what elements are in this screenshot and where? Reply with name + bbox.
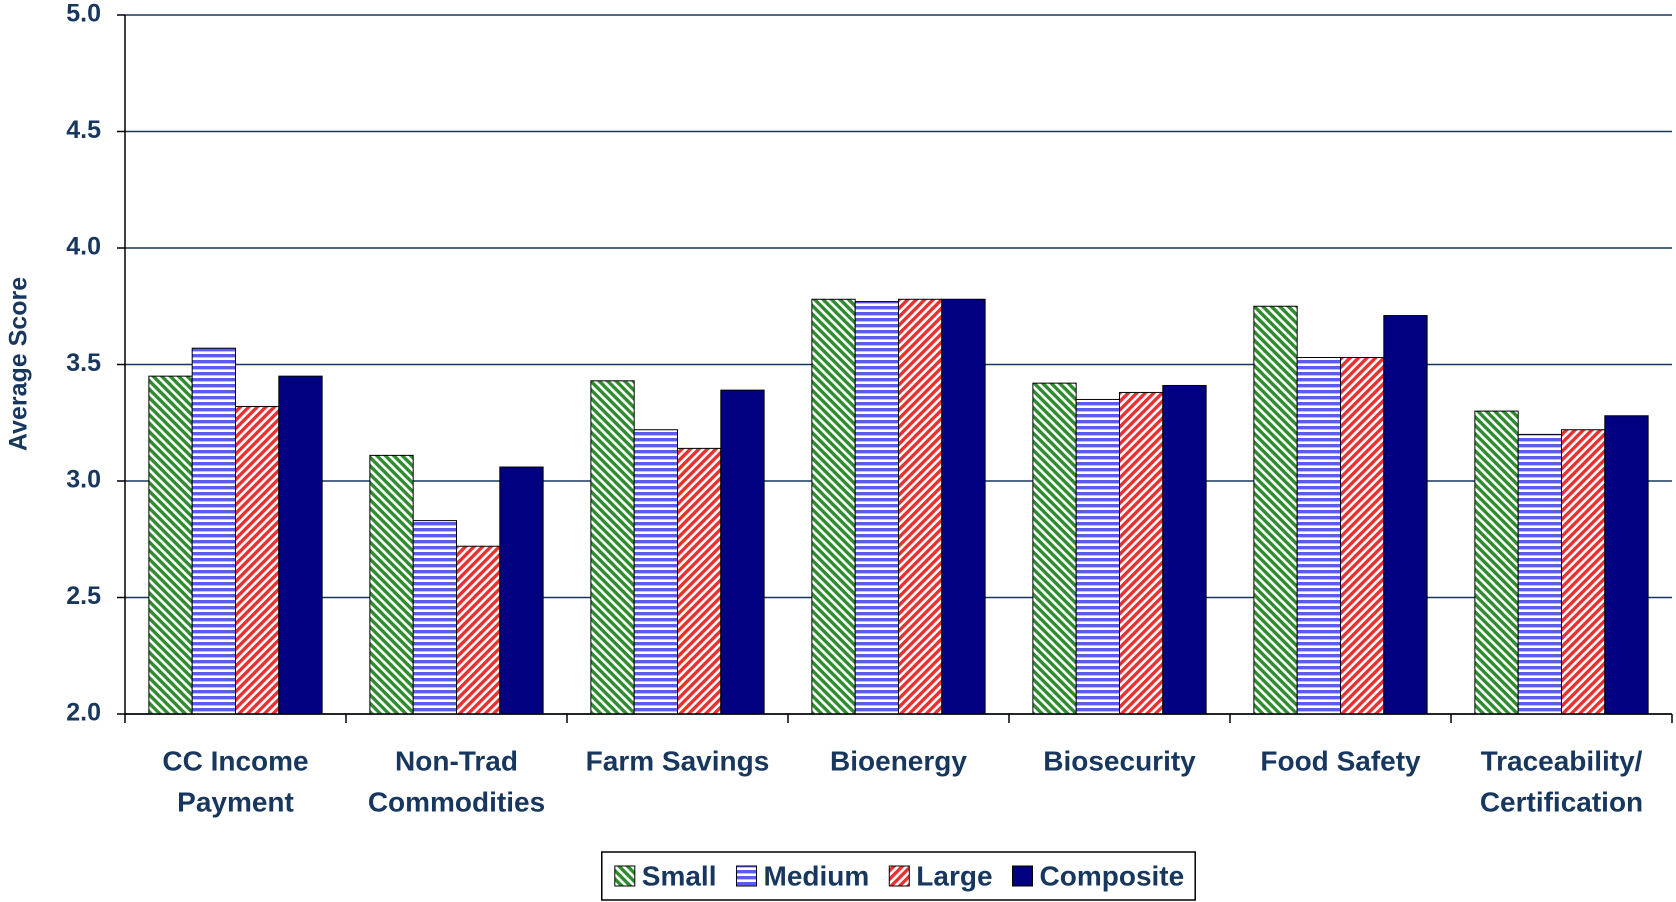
legend-swatch: [1012, 865, 1034, 887]
bar: [1383, 315, 1428, 715]
bar: [499, 466, 544, 715]
y-tick-label: 4.0: [66, 233, 101, 261]
x-tick-label: Farm Savings: [586, 745, 770, 776]
bar: [898, 298, 943, 715]
bar: [1561, 429, 1606, 715]
legend-swatch: [888, 865, 910, 887]
bar: [1604, 415, 1649, 715]
legend-label: Composite: [1040, 860, 1185, 891]
y-tick-label: 5.0: [66, 0, 101, 28]
bar: [191, 347, 237, 715]
legend-swatch: [735, 865, 757, 887]
legend-label: Medium: [763, 860, 869, 891]
x-tick-label: Traceability/: [1481, 745, 1643, 776]
bar: [720, 389, 765, 715]
y-tick-label: 2.0: [66, 699, 101, 727]
y-tick-label: 3.0: [66, 466, 101, 494]
x-tick-label: Food Safety: [1260, 745, 1421, 776]
bar: [1340, 357, 1385, 715]
bar: [1517, 433, 1562, 715]
bar: [1032, 382, 1077, 715]
x-tick-label: Non-Trad: [395, 745, 518, 776]
x-tick-label: Certification: [1480, 786, 1643, 817]
bar: [1474, 410, 1519, 715]
bar: [811, 298, 856, 715]
x-tick-label: CC Income: [162, 745, 308, 776]
bar: [148, 375, 193, 715]
bar: [1253, 305, 1298, 715]
bar: [369, 454, 414, 715]
bar: [633, 429, 679, 715]
bar: [456, 545, 501, 715]
legend-label: Small: [642, 860, 717, 891]
bar: [1296, 357, 1341, 715]
y-tick-label: 4.5: [66, 116, 101, 144]
x-tick-label: Bioenergy: [830, 745, 967, 776]
legend-swatch: [614, 865, 636, 887]
bar: [1075, 398, 1120, 715]
x-tick-label: Payment: [177, 786, 294, 817]
bar: [1162, 384, 1207, 715]
legend: Small Medium Large Composite: [601, 851, 1196, 901]
y-tick-label: 3.5: [66, 349, 101, 377]
bar: [941, 298, 986, 715]
bar: [278, 375, 323, 715]
bar: [412, 520, 457, 715]
bar: [1119, 391, 1164, 715]
bar: [235, 405, 280, 715]
legend-label: Large: [916, 860, 992, 891]
bar: [590, 380, 635, 715]
y-axis-label: Average Score: [5, 277, 33, 451]
bar: [854, 301, 900, 715]
y-tick-label: 2.5: [66, 582, 101, 610]
x-tick-label: Commodities: [368, 786, 545, 817]
bar: [677, 447, 722, 715]
x-tick-label: Biosecurity: [1043, 745, 1196, 776]
